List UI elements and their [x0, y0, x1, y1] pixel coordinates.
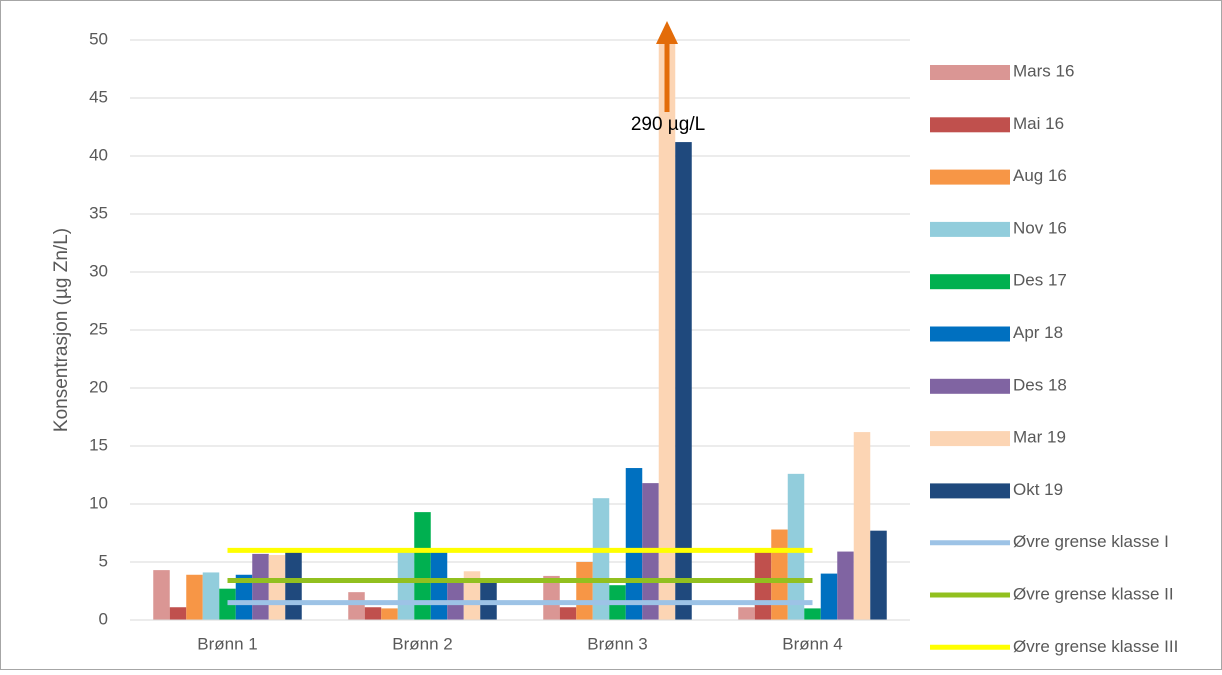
bar	[235, 574, 253, 620]
bar	[576, 562, 593, 620]
y-tick-label: 5	[99, 551, 108, 570]
bar	[252, 553, 269, 620]
legend-label: Øvre grense klasse I	[1013, 532, 1169, 551]
legend-label: Des 17	[1013, 271, 1067, 290]
y-tick-label: 15	[89, 435, 108, 454]
bar	[397, 550, 415, 620]
y-tick-label: 0	[99, 609, 108, 628]
legend-swatch	[930, 221, 1010, 237]
bar	[559, 607, 577, 620]
legend-swatch	[930, 326, 1010, 342]
bar	[837, 551, 854, 620]
legend-swatch	[930, 378, 1010, 394]
y-axis-label: Konsentrasjon (µg Zn/L)	[51, 228, 72, 432]
bar	[738, 607, 755, 620]
bar	[364, 607, 382, 620]
legend-label: Øvre grense klasse III	[1013, 637, 1178, 656]
bar	[381, 608, 398, 620]
legend-swatch	[930, 117, 1010, 133]
x-tick-label: Brønn 3	[587, 634, 647, 653]
bar	[787, 473, 805, 620]
bar	[853, 432, 871, 620]
x-tick-label: Brønn 4	[782, 634, 842, 653]
legend-swatch	[930, 431, 1010, 447]
y-tick-label: 30	[89, 261, 108, 280]
y-tick-label: 20	[89, 377, 108, 396]
bar	[754, 550, 772, 620]
bar	[186, 574, 203, 620]
bar	[658, 40, 676, 620]
legend-label: Okt 19	[1013, 480, 1063, 499]
legend-swatch	[930, 483, 1010, 499]
bar	[414, 512, 431, 620]
legend-swatch	[930, 169, 1010, 185]
bar	[268, 555, 286, 620]
bar	[675, 142, 692, 620]
annotation-arrowhead	[656, 21, 678, 44]
legend-label: Øvre grense klasse II	[1013, 584, 1174, 603]
y-tick-label: 35	[89, 203, 108, 222]
legend-label: Mai 16	[1013, 114, 1064, 133]
y-tick-label: 45	[89, 87, 108, 106]
bar	[463, 571, 481, 620]
bar	[430, 551, 448, 620]
x-tick-label: Brønn 1	[197, 634, 257, 653]
bar	[202, 572, 220, 620]
legend-label: Aug 16	[1013, 166, 1067, 185]
y-tick-label: 10	[89, 493, 108, 512]
legend-label: Mars 16	[1013, 61, 1074, 80]
plot-area	[153, 40, 887, 620]
bar	[771, 529, 788, 620]
annotation: 290 µg/L	[631, 114, 705, 135]
legend-label: Apr 18	[1013, 323, 1063, 342]
bar	[348, 592, 365, 620]
bar	[625, 468, 643, 620]
bar	[592, 498, 610, 620]
y-tick-label: 25	[89, 319, 108, 338]
bar	[480, 579, 497, 620]
y-tick-label: 50	[89, 29, 108, 48]
bar	[153, 570, 170, 620]
bar	[447, 579, 464, 620]
bar	[804, 608, 821, 620]
legend-label: Nov 16	[1013, 218, 1067, 237]
bar	[820, 573, 838, 620]
bar	[870, 530, 887, 620]
x-tick-label: Brønn 2	[392, 634, 452, 653]
legend-swatch	[930, 65, 1010, 80]
legend-label: Mar 19	[1013, 428, 1066, 447]
bar	[543, 575, 560, 620]
legend-swatch	[930, 274, 1010, 290]
bar	[169, 607, 187, 620]
legend-label: Des 18	[1013, 375, 1067, 394]
y-tick-label: 40	[89, 145, 108, 164]
bar	[285, 548, 302, 620]
